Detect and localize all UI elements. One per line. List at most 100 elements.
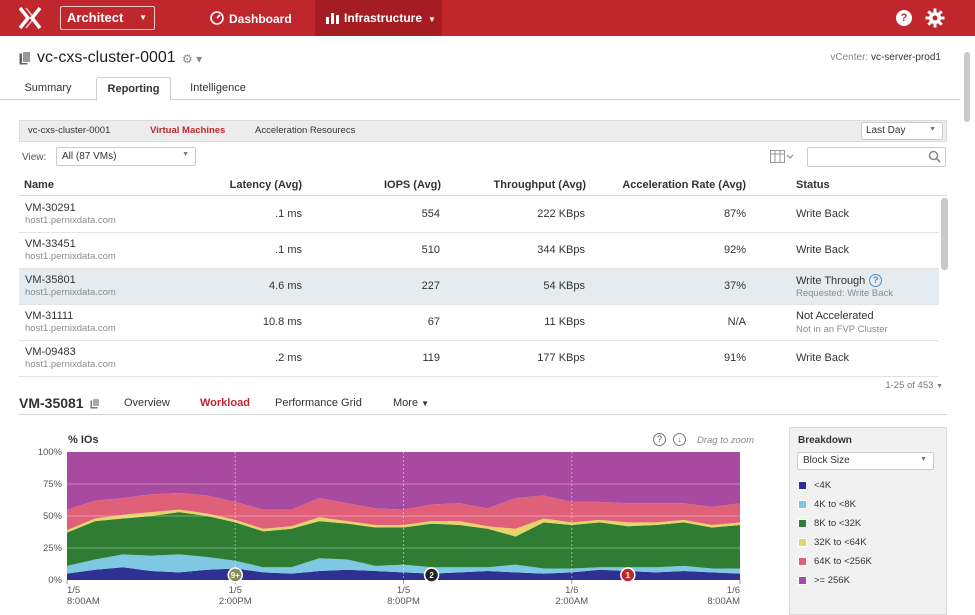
nav-dashboard[interactable]: Dashboard <box>210 0 305 36</box>
x-tick-date: 1/6 <box>727 585 740 596</box>
vm-throughput: 177 KBps <box>537 352 585 364</box>
download-arrow-icon[interactable]: ↓ <box>673 433 686 446</box>
tab-summary[interactable]: Summary <box>24 82 72 94</box>
y-tick-label: 25% <box>43 543 63 554</box>
chart-title: % IOs <box>68 434 99 446</box>
column-header-iops[interactable]: IOPS (Avg) <box>383 179 441 191</box>
table-row[interactable]: VM-31111 host1.pernixdata.com 10.8 ms 67… <box>19 305 939 341</box>
chart-help-icon[interactable]: ? <box>653 433 666 446</box>
caret-down-icon: ▼ <box>421 399 430 408</box>
series-area-4[interactable] <box>67 492 740 531</box>
event-marker[interactable] <box>423 567 440 583</box>
series-area-3[interactable] <box>67 509 740 537</box>
table-row-selected[interactable]: VM-35801 host1.pernixdata.com 4.6 ms 227… <box>19 269 939 305</box>
column-header-latency[interactable]: Latency (Avg) <box>229 179 302 191</box>
nav-dashboard-label: Dashboard <box>229 12 292 26</box>
vm-name[interactable]: VM-09483 <box>25 346 76 358</box>
table-pager[interactable]: 1-25 of 453 ▼ <box>885 380 943 391</box>
search-input[interactable] <box>807 147 946 167</box>
legend-swatch <box>798 519 807 528</box>
legend-swatch <box>798 538 807 547</box>
drag-to-zoom-hint: Drag to zoom <box>697 435 755 446</box>
tab-reporting[interactable]: Reporting <box>96 77 171 101</box>
filter-cluster[interactable]: vc-cxs-cluster-0001 <box>28 125 111 136</box>
vm-host: host1.pernixdata.com <box>25 323 116 334</box>
vm-latency: .1 ms <box>275 208 302 220</box>
series-area-2[interactable] <box>67 512 740 569</box>
vm-throughput: 222 KBps <box>537 208 585 220</box>
vm-status: Write Back <box>796 208 849 220</box>
vm-detail-title: VM-35081 <box>19 395 84 411</box>
column-chooser-icon[interactable] <box>770 150 794 163</box>
vm-iops: 119 <box>422 352 440 364</box>
tab-more[interactable]: More ▼ <box>393 397 429 409</box>
chevron-down-icon: ▼ <box>920 456 927 463</box>
legend-label: 64K to <256K <box>814 556 872 567</box>
breakdown-select[interactable]: Block Size ▼ <box>797 452 934 470</box>
x-tick-date: 1/5 <box>397 585 410 596</box>
nav-infrastructure[interactable]: Infrastructure ▼ <box>315 0 442 36</box>
chevron-down-icon: ▼ <box>139 13 147 22</box>
title-settings-gear-icon[interactable]: ⚙ ▾ <box>182 52 203 66</box>
vm-console-icon[interactable] <box>90 398 100 409</box>
vm-name[interactable]: VM-31111 <box>25 310 74 322</box>
column-header-acceleration-rate[interactable]: Acceleration Rate (Avg) <box>622 179 746 191</box>
help-icon[interactable]: ? <box>896 10 912 26</box>
event-marker-label: 2 <box>429 571 434 580</box>
pernix-logo-icon[interactable] <box>17 6 43 30</box>
legend-swatch <box>798 481 807 490</box>
event-marker[interactable] <box>620 567 636 583</box>
tab-workload[interactable]: Workload <box>200 397 250 409</box>
vm-status: Write Back <box>796 352 849 364</box>
event-marker[interactable] <box>227 567 243 583</box>
y-tick-label: 50% <box>43 511 63 522</box>
x-tick-time: 8:00AM <box>67 596 100 607</box>
question-help-icon[interactable]: ? <box>869 274 883 287</box>
vm-host: host1.pernixdata.com <box>25 287 116 298</box>
x-tick-date: 1/5 <box>229 585 242 596</box>
table-scrollbar[interactable] <box>941 198 948 270</box>
x-tick-time: 8:00PM <box>387 596 420 607</box>
x-tick-time: 2:00PM <box>219 596 252 607</box>
table-row[interactable]: VM-33451 host1.pernixdata.com .1 ms 510 … <box>19 233 939 269</box>
tab-overview[interactable]: Overview <box>124 397 170 409</box>
time-range-value: Last Day <box>866 125 906 136</box>
nav-infrastructure-label: Infrastructure <box>344 11 423 25</box>
column-header-throughput[interactable]: Throughput (Avg) <box>493 179 586 191</box>
filter-virtual-machines[interactable]: Virtual Machines <box>150 125 226 136</box>
view-select[interactable]: All (87 VMs) ▼ <box>56 147 196 166</box>
column-header-name[interactable]: Name <box>24 179 54 191</box>
vcenter-info: vCenter: vc-server-prod1 <box>830 52 941 63</box>
vm-name[interactable]: VM-33451 <box>25 238 76 250</box>
series-area-5[interactable] <box>67 452 740 510</box>
column-header-status[interactable]: Status <box>796 179 830 191</box>
table-row[interactable]: VM-30291 host1.pernixdata.com .1 ms 554 … <box>19 197 939 233</box>
vcenter-value[interactable]: vc-server-prod1 <box>870 52 941 63</box>
vm-latency: .1 ms <box>275 244 302 256</box>
vm-acceleration-rate: N/A <box>727 316 746 328</box>
vm-latency: .2 ms <box>275 352 302 364</box>
table-row[interactable]: VM-09483 host1.pernixdata.com .2 ms 119 … <box>19 341 939 377</box>
time-range-select[interactable]: Last Day ▼ <box>861 122 943 140</box>
x-tick-time: 2:00AM <box>555 596 588 607</box>
legend-swatch <box>798 576 807 585</box>
tab-more-label: More <box>393 397 419 409</box>
tab-intelligence[interactable]: Intelligence <box>190 82 246 94</box>
settings-gear-icon[interactable] <box>925 8 945 28</box>
page-scrollbar[interactable] <box>964 52 970 122</box>
table-header: Name Latency (Avg) IOPS (Avg) Throughput… <box>19 174 947 196</box>
report-filter-bar: vc-cxs-cluster-0001 Virtual Machines Acc… <box>19 120 947 142</box>
series-area-1[interactable] <box>67 554 740 574</box>
vm-name[interactable]: VM-30291 <box>25 202 76 214</box>
filter-acceleration-resources[interactable]: Acceleration Resourecs <box>255 125 356 136</box>
vm-name[interactable]: VM-35801 <box>25 274 76 286</box>
chevron-down-icon: ▼ <box>936 383 943 390</box>
tab-performance-grid[interactable]: Performance Grid <box>275 397 362 409</box>
y-tick-label: 75% <box>43 479 63 490</box>
search-icon[interactable] <box>928 150 941 163</box>
vm-detail-header: VM-35081 Overview Workload Performance G… <box>19 393 947 415</box>
legend-label: >= 256K <box>814 575 850 586</box>
legend-label: 8K to <32K <box>814 518 862 529</box>
app-selector[interactable]: Architect ▼ <box>60 6 155 30</box>
